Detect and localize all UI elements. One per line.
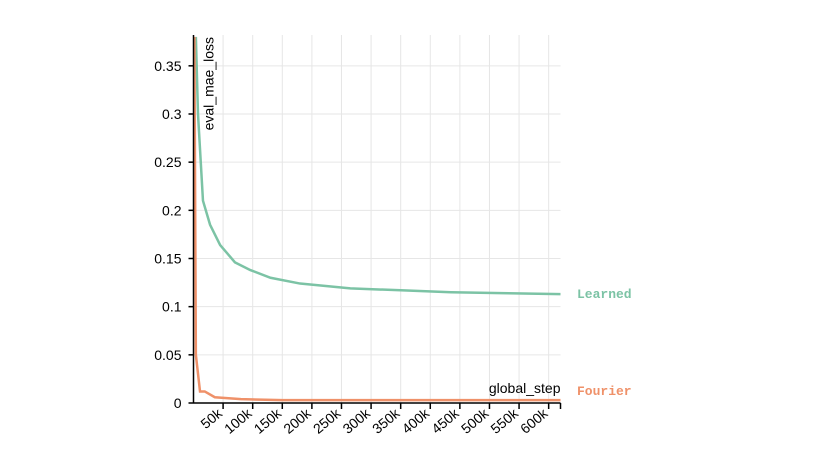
y-tick-label: 0.35 bbox=[154, 58, 181, 74]
x-tick-label: 550k bbox=[487, 404, 521, 436]
x-tick-label: 450k bbox=[428, 404, 462, 436]
x-tick-label: 400k bbox=[399, 404, 433, 436]
x-tick-label: 150k bbox=[251, 404, 285, 436]
x-tick-label: 350k bbox=[369, 404, 403, 436]
series-line bbox=[194, 36, 561, 296]
y-tick-label: 0 bbox=[174, 395, 182, 411]
y-tick-label: 0.15 bbox=[154, 250, 181, 266]
y-tick-label: 0.3 bbox=[162, 106, 182, 122]
series-line bbox=[193, 36, 561, 402]
x-tick-label: 250k bbox=[310, 404, 344, 436]
x-tick-label: 100k bbox=[221, 404, 255, 436]
y-tick-label: 0.05 bbox=[154, 347, 181, 363]
y-tick-label: 0.25 bbox=[154, 154, 181, 170]
x-tick-label: 600k bbox=[517, 404, 551, 436]
y-axis-label: eval_mae_loss bbox=[201, 37, 217, 130]
x-axis-label: global_step bbox=[489, 380, 561, 396]
y-tick-label: 0.1 bbox=[162, 299, 182, 315]
legend-label: Learned bbox=[577, 287, 632, 302]
x-tick-label: 500k bbox=[458, 404, 492, 436]
x-tick-label: 50k bbox=[197, 404, 225, 431]
x-tick-label: 200k bbox=[280, 404, 314, 436]
legend-label: Fourier bbox=[577, 384, 632, 399]
y-tick-label: 0.2 bbox=[162, 202, 182, 218]
x-tick-label: 300k bbox=[339, 404, 373, 436]
